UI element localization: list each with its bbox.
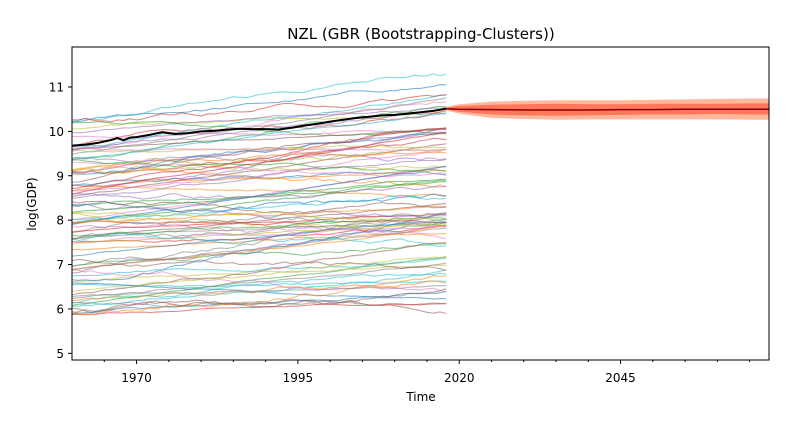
background-series-line: [72, 213, 447, 233]
background-series-line: [72, 153, 447, 163]
background-series-line: [72, 137, 447, 174]
background-series-line: [72, 212, 447, 268]
background-series-line: [72, 219, 447, 226]
background-series-line: [72, 127, 447, 189]
background-series-line: [72, 275, 447, 316]
x-tick-label: 2045: [605, 371, 636, 385]
chart-title: NZL (GBR (Bootstrapping-Clusters)): [287, 25, 554, 43]
y-axis-label: log(GDP): [25, 177, 39, 230]
forecast-median-line: [446, 107, 769, 111]
background-series-line: [72, 285, 447, 297]
background-series-line: [72, 225, 447, 243]
background-series-line: [72, 94, 447, 123]
background-series-line: [72, 242, 447, 296]
background-series-line: [72, 112, 447, 160]
y-tick-label: 5: [56, 347, 64, 361]
background-series-line: [72, 272, 447, 304]
background-series-line: [72, 211, 447, 221]
x-axis-label: Time: [405, 390, 435, 404]
background-series-line: [72, 205, 447, 225]
background-series-line: [72, 158, 447, 200]
background-series-line: [72, 280, 447, 302]
x-tick-label: 2020: [444, 371, 475, 385]
x-tick-label: 1995: [283, 371, 314, 385]
background-series-line: [72, 200, 447, 214]
background-series-line: [72, 300, 447, 308]
y-tick-label: 6: [56, 302, 64, 316]
y-tick-label: 8: [56, 214, 64, 228]
background-series-line: [72, 257, 447, 277]
background-series-line: [72, 73, 447, 123]
background-series-line: [72, 131, 447, 195]
background-series-line: [72, 106, 447, 134]
plot-frame: [71, 46, 770, 361]
x-axis: 1970 1995 2020 2045: [103, 360, 751, 385]
background-series-line: [72, 179, 447, 206]
y-tick-label: 7: [56, 258, 64, 272]
background-series-line: [72, 112, 447, 148]
y-tick-label: 10: [49, 125, 64, 139]
plot-area: [72, 73, 769, 316]
background-series-line: [72, 94, 447, 152]
background-series-line: [72, 269, 447, 293]
y-tick-label: 9: [56, 169, 64, 183]
background-series-line: [72, 171, 447, 186]
background-series-line: [72, 97, 447, 155]
background-series-line: [72, 224, 447, 245]
background-series-line: [72, 256, 447, 293]
background-series-line: [72, 185, 447, 200]
background-series-line: [72, 159, 447, 172]
highlight-series-line: [72, 107, 447, 147]
background-series-line: [72, 303, 447, 316]
background-series-line: [72, 288, 447, 315]
background-series-line: [72, 221, 447, 282]
background-series-line: [72, 127, 447, 151]
y-tick-label: 11: [49, 80, 64, 94]
background-series-line: [72, 148, 447, 192]
background-series-line: [72, 227, 447, 271]
background-series-line: [72, 258, 447, 272]
y-axis: 5 6 7 8 9 10 11: [49, 80, 72, 361]
x-tick-label: 1970: [121, 371, 152, 385]
background-series-line: [72, 132, 447, 176]
background-series-line: [72, 218, 447, 257]
background-series-line: [72, 147, 447, 151]
background-series-line: [72, 232, 447, 247]
